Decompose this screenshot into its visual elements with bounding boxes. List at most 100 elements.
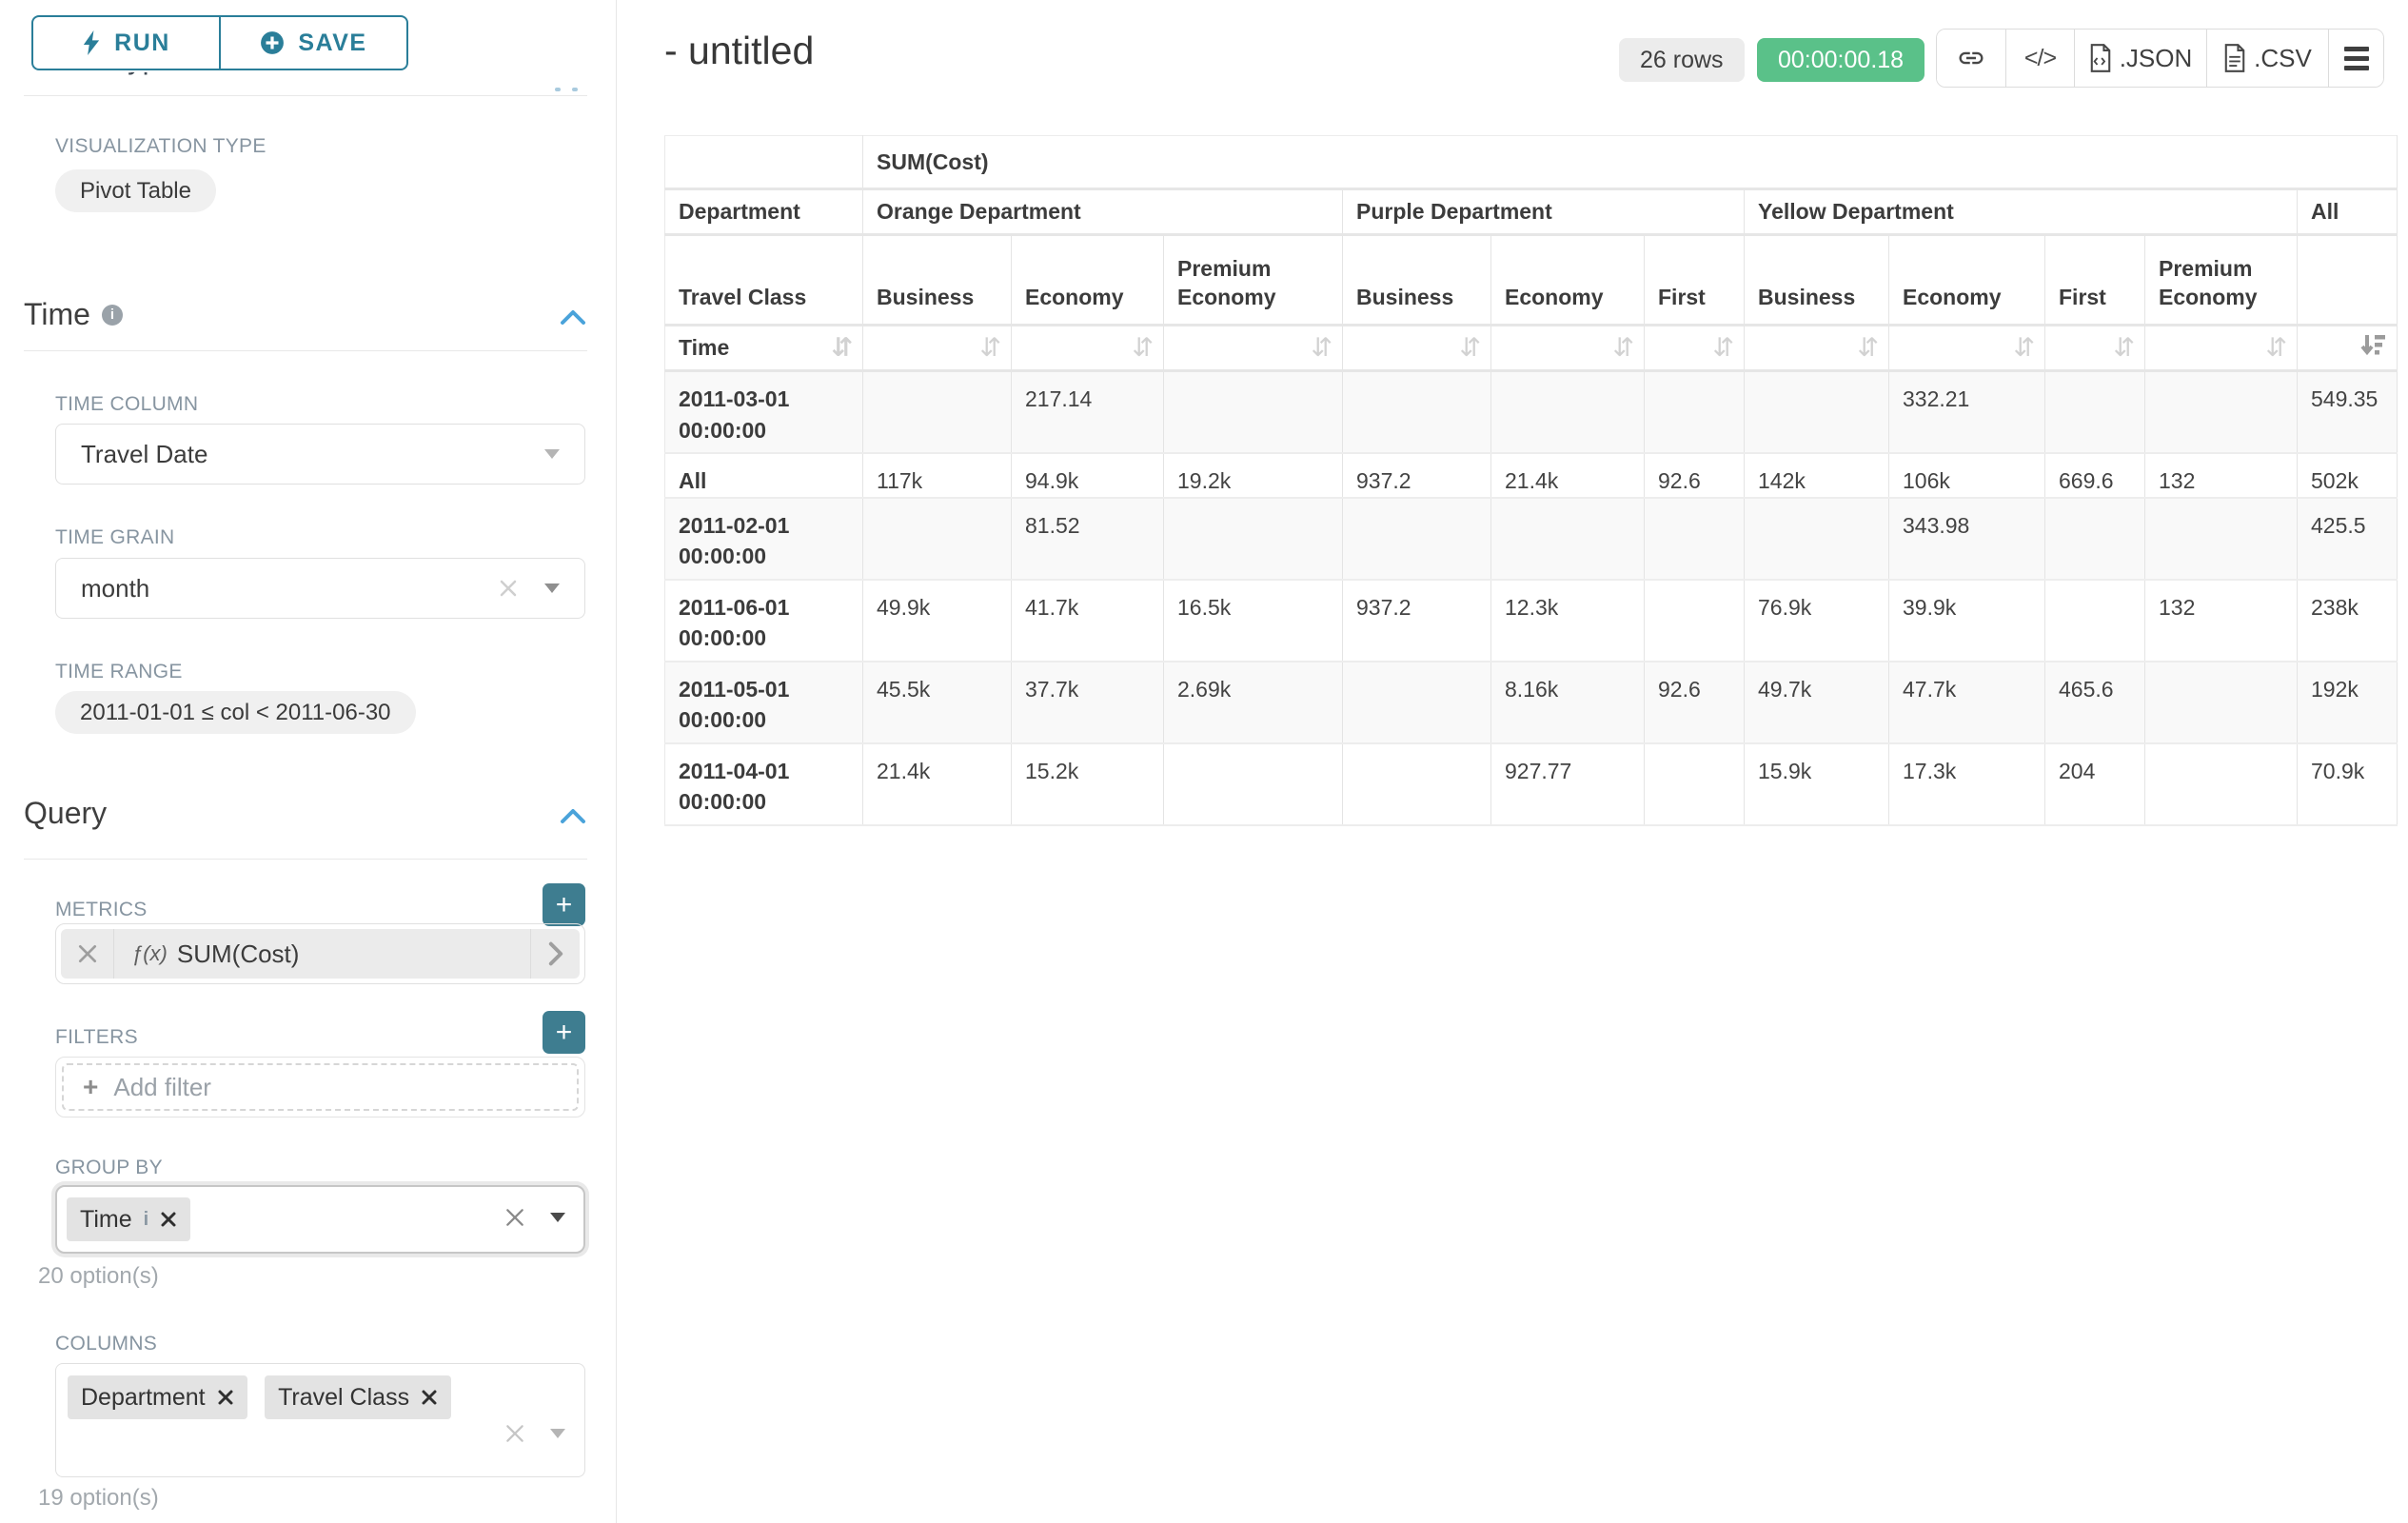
- sort-icon[interactable]: ⇵: [979, 333, 1001, 363]
- query-timer-badge: 00:00:00.18: [1757, 38, 1925, 82]
- chevron-down-icon[interactable]: [550, 1429, 565, 1438]
- run-save-button-group: RUN SAVE: [31, 15, 408, 70]
- remove-chip-icon[interactable]: [421, 1389, 438, 1406]
- class-header: First: [1644, 234, 1745, 326]
- info-icon[interactable]: i: [101, 304, 123, 326]
- sort-icon[interactable]: ⇵: [1857, 333, 1879, 363]
- time-range-pill[interactable]: 2011-01-01 ≤ col < 2011-06-30: [55, 691, 416, 734]
- pivot-cell: [1163, 742, 1343, 826]
- chevron-up-icon[interactable]: [560, 308, 586, 326]
- pivot-cell: [1744, 370, 1889, 454]
- menu-button[interactable]: [2329, 30, 2383, 87]
- export-csv-label: .CSV: [2254, 43, 2312, 72]
- pivot-cell: 21.4k: [1490, 452, 1645, 499]
- columns-controls: [504, 1423, 565, 1444]
- pivot-cell: 19.2k: [1163, 452, 1343, 499]
- chip-label: Travel Class: [278, 1383, 410, 1411]
- pivot-table-container: SUM(Cost) Department Orange Department P…: [664, 135, 2398, 826]
- table-row: 2011-05-01 00:00:00 45.5k 37.7k 2.69k 8.…: [664, 661, 2398, 744]
- chevron-down-icon[interactable]: [550, 1213, 565, 1222]
- pivot-cell: 502k: [2297, 452, 2398, 499]
- export-json-button[interactable]: .JSON: [2075, 30, 2207, 87]
- columns-select[interactable]: Department Travel Class: [55, 1363, 585, 1477]
- code-icon: </>: [2023, 44, 2057, 71]
- clear-icon[interactable]: [499, 579, 518, 598]
- chip-label: Time: [80, 1205, 132, 1233]
- group-by-select[interactable]: Time i: [55, 1185, 585, 1254]
- chevron-down-icon[interactable]: [544, 449, 560, 459]
- group-by-label: GROUP BY: [55, 1157, 163, 1178]
- pivot-cell: 16.5k: [1163, 579, 1343, 663]
- pivot-cell: [862, 497, 1012, 581]
- time-grain-select[interactable]: month: [55, 558, 585, 619]
- time-column-label: TIME COLUMN: [55, 393, 199, 415]
- table-row: 2011-04-01 00:00:00 21.4k 15.2k 927.77 1…: [664, 742, 2398, 826]
- sort-icon[interactable]: ⇵: [1132, 333, 1154, 363]
- add-filter-button[interactable]: +: [543, 1011, 585, 1054]
- remove-chip-icon[interactable]: [160, 1211, 177, 1228]
- add-filter-dropzone[interactable]: + Add filter: [62, 1063, 579, 1111]
- filters-label: FILTERS: [55, 1026, 138, 1048]
- metric-chip[interactable]: ƒ(x) SUM(Cost): [61, 929, 580, 979]
- clear-icon[interactable]: [504, 1207, 525, 1228]
- columns-chip-department[interactable]: Department: [68, 1375, 247, 1419]
- columns-label: COLUMNS: [55, 1333, 158, 1355]
- class-header: Premium Economy: [2144, 234, 2298, 326]
- pivot-cell: [1342, 742, 1491, 826]
- pivot-cell: 70.9k: [2297, 742, 2398, 826]
- remove-metric-icon[interactable]: [61, 929, 114, 979]
- hamburger-menu-icon: [2343, 46, 2369, 70]
- chart-title[interactable]: - untitled: [664, 29, 815, 72]
- add-metric-button[interactable]: +: [543, 883, 585, 926]
- remove-chip-icon[interactable]: [217, 1389, 234, 1406]
- pivot-cell: 92.6: [1644, 452, 1745, 499]
- pivot-cell: [2144, 742, 2298, 826]
- time-column-select[interactable]: Travel Date: [55, 424, 585, 485]
- sort-icon[interactable]: ⇵: [2113, 333, 2135, 363]
- group-by-chip-time[interactable]: Time i: [67, 1197, 191, 1241]
- sort-icon[interactable]: ⇵: [1612, 333, 1634, 363]
- class-header: Business: [862, 234, 1012, 326]
- row-header: All: [664, 452, 863, 499]
- pivot-cell: [1644, 497, 1745, 581]
- pivot-cell: [2044, 370, 2145, 454]
- metrics-label: METRICS: [55, 899, 148, 920]
- sort-icon[interactable]: ⇵: [1459, 333, 1481, 363]
- travel-class-axis-label: Travel Class: [664, 234, 863, 326]
- pivot-cell: [2144, 497, 2298, 581]
- save-button[interactable]: SAVE: [220, 15, 408, 70]
- view-query-button[interactable]: </>: [2006, 30, 2075, 87]
- columns-chip-travel-class[interactable]: Travel Class: [265, 1375, 452, 1419]
- chevron-right-icon[interactable]: [530, 929, 580, 979]
- group-header-yellow: Yellow Department: [1744, 188, 2298, 236]
- pivot-cell: [2044, 497, 2145, 581]
- copy-link-button[interactable]: [1937, 30, 2006, 87]
- sort-descending-active-icon[interactable]: [2359, 332, 2387, 359]
- row-header: 2011-02-01 00:00:00: [664, 497, 863, 581]
- sort-icon[interactable]: ⇵: [1311, 333, 1332, 363]
- run-button-label: RUN: [114, 29, 170, 56]
- time-axis-label: Time: [679, 335, 730, 360]
- pivot-cell: 8.16k: [1490, 661, 1645, 744]
- sort-icon[interactable]: ⇵: [2013, 333, 2035, 363]
- pivot-cell: 204: [2044, 742, 2145, 826]
- pivot-cell: 937.2: [1342, 452, 1491, 499]
- export-csv-button[interactable]: .CSV: [2207, 30, 2329, 87]
- chevron-up-icon[interactable]: [560, 807, 586, 824]
- column-info-icon[interactable]: i: [143, 1208, 149, 1230]
- run-button[interactable]: RUN: [31, 15, 220, 70]
- pivot-cell: 117k: [862, 452, 1012, 499]
- time-range-label: TIME RANGE: [55, 661, 183, 682]
- metrics-container: ƒ(x) SUM(Cost): [55, 923, 585, 984]
- plus-icon: +: [83, 1072, 99, 1101]
- chevron-down-icon[interactable]: [544, 583, 560, 593]
- sort-icon[interactable]: ⇵: [1712, 333, 1734, 363]
- group-header-purple: Purple Department: [1342, 188, 1745, 236]
- pivot-corner-cell: [664, 135, 863, 190]
- sort-icon[interactable]: ⇵: [2265, 333, 2287, 363]
- pivot-cell: 39.9k: [1888, 579, 2045, 663]
- sort-icon[interactable]: ⇵: [831, 333, 853, 363]
- clear-icon[interactable]: [504, 1423, 525, 1444]
- visualization-type-pill[interactable]: Pivot Table: [55, 169, 216, 212]
- pivot-cell: 17.3k: [1888, 742, 2045, 826]
